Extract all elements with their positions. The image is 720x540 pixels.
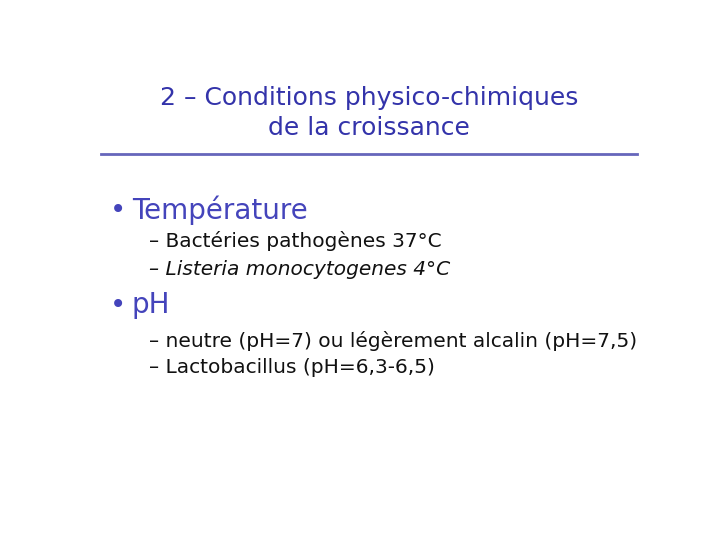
- Text: pH: pH: [132, 292, 171, 320]
- Text: – Listeria monocytogenes 4°C: – Listeria monocytogenes 4°C: [148, 260, 450, 279]
- Text: – neutre (pH=7) ou légèrement alcalin (pH=7,5): – neutre (pH=7) ou légèrement alcalin (p…: [148, 331, 636, 351]
- Text: •: •: [109, 196, 126, 224]
- Text: •: •: [109, 292, 126, 320]
- Text: Température: Température: [132, 196, 307, 225]
- Text: – Bactéries pathogènes 37°C: – Bactéries pathogènes 37°C: [148, 231, 441, 251]
- Text: – Lactobacillus (pH=6,3-6,5): – Lactobacillus (pH=6,3-6,5): [148, 358, 434, 377]
- Text: 2 – Conditions physico-chimiques
de la croissance: 2 – Conditions physico-chimiques de la c…: [160, 85, 578, 140]
